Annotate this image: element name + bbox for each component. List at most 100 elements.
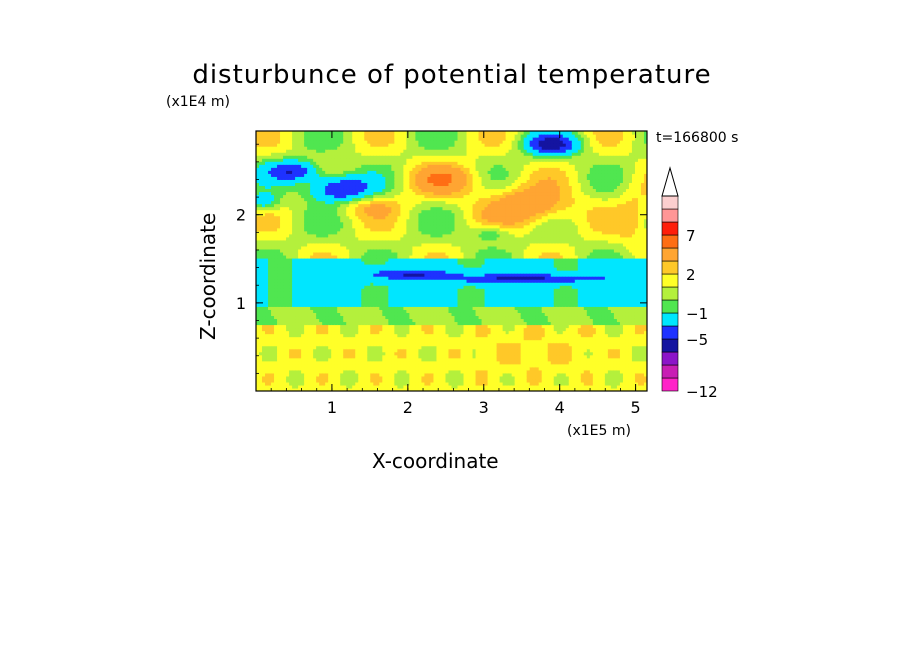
heatmap-cell bbox=[256, 152, 260, 156]
heatmap-cell bbox=[316, 366, 320, 371]
heatmap-cell bbox=[331, 318, 335, 323]
heatmap-cell bbox=[283, 224, 287, 229]
heatmap-cell bbox=[328, 245, 332, 250]
heatmap-cell bbox=[340, 137, 344, 141]
heatmap-cell bbox=[286, 137, 290, 141]
heatmap-cell bbox=[373, 333, 377, 338]
heatmap-cell bbox=[337, 182, 341, 187]
heatmap-cell bbox=[421, 264, 426, 268]
heatmap-cell bbox=[334, 194, 338, 199]
heatmap-cell bbox=[337, 318, 341, 323]
heatmap-cell bbox=[292, 158, 296, 162]
heatmap-cell bbox=[370, 158, 374, 162]
heatmap-cell bbox=[286, 357, 290, 362]
heatmap-cell bbox=[409, 336, 413, 341]
heatmap-cell bbox=[391, 384, 395, 389]
heatmap-cell bbox=[310, 378, 314, 383]
heatmap-cell bbox=[418, 227, 423, 232]
heatmap-cell bbox=[370, 221, 374, 226]
heatmap-cell bbox=[328, 140, 332, 144]
heatmap-cell bbox=[298, 191, 302, 196]
heatmap-cell bbox=[355, 176, 359, 180]
heatmap-cell bbox=[316, 264, 320, 268]
heatmap-cell bbox=[412, 336, 417, 341]
heatmap-cell bbox=[286, 140, 290, 144]
heatmap-cell bbox=[277, 297, 281, 301]
heatmap-cell bbox=[307, 134, 311, 138]
heatmap-cell bbox=[265, 218, 269, 223]
heatmap-cell bbox=[304, 152, 308, 156]
heatmap-cell bbox=[349, 140, 353, 144]
heatmap-cell bbox=[262, 236, 266, 241]
heatmap-cell bbox=[397, 164, 401, 168]
heatmap-cell bbox=[334, 378, 338, 383]
heatmap-cell bbox=[298, 282, 302, 286]
heatmap-cell bbox=[346, 155, 350, 159]
heatmap-cell bbox=[256, 324, 260, 329]
heatmap-cell bbox=[418, 257, 423, 262]
heatmap-cell bbox=[301, 179, 305, 183]
heatmap-cell bbox=[376, 354, 380, 359]
heatmap-cell bbox=[268, 209, 272, 214]
heatmap-cell bbox=[415, 170, 420, 174]
heatmap-cell bbox=[427, 173, 432, 177]
heatmap-cell bbox=[427, 330, 432, 335]
heatmap-cell bbox=[280, 215, 284, 220]
heatmap-cell bbox=[370, 270, 374, 274]
heatmap-cell bbox=[310, 242, 314, 247]
heatmap-cell bbox=[367, 143, 371, 147]
heatmap-cell bbox=[310, 294, 314, 298]
heatmap-cell bbox=[337, 369, 341, 374]
heatmap-cell bbox=[391, 282, 395, 286]
heatmap-cell bbox=[262, 221, 266, 226]
heatmap-cell bbox=[280, 276, 284, 280]
heatmap-cell bbox=[274, 251, 278, 256]
heatmap-cell bbox=[397, 176, 401, 180]
heatmap-cell bbox=[322, 164, 326, 168]
heatmap-cell bbox=[346, 134, 350, 138]
heatmap-cell bbox=[328, 345, 332, 350]
heatmap-cell bbox=[424, 137, 429, 141]
heatmap-cell bbox=[274, 230, 278, 235]
heatmap-cell bbox=[427, 197, 432, 202]
heatmap-cell bbox=[301, 188, 305, 193]
heatmap-cell bbox=[370, 369, 374, 374]
heatmap-cell bbox=[394, 384, 398, 389]
heatmap-cell bbox=[322, 342, 326, 347]
heatmap-cell bbox=[289, 143, 293, 147]
heatmap-cell bbox=[310, 230, 314, 235]
heatmap-cell bbox=[283, 303, 287, 307]
heatmap-cell bbox=[259, 221, 263, 226]
heatmap-cell bbox=[418, 134, 423, 138]
heatmap-cell bbox=[277, 339, 281, 344]
heatmap-cell bbox=[349, 221, 353, 226]
heatmap-cell bbox=[322, 242, 326, 247]
heatmap-cell bbox=[310, 251, 314, 256]
heatmap-cell bbox=[304, 203, 308, 208]
heatmap-cell bbox=[328, 212, 332, 217]
heatmap-cell bbox=[358, 203, 362, 208]
heatmap-cell bbox=[391, 270, 395, 274]
heatmap-cell bbox=[376, 194, 380, 199]
heatmap-cell bbox=[307, 218, 311, 223]
heatmap-cell bbox=[331, 215, 335, 220]
heatmap-cell bbox=[286, 149, 290, 153]
heatmap-cell bbox=[280, 227, 284, 232]
heatmap-cell bbox=[337, 366, 341, 371]
heatmap-cell bbox=[307, 288, 311, 292]
heatmap-cell bbox=[349, 182, 353, 187]
heatmap-cell bbox=[286, 321, 290, 326]
heatmap-cell bbox=[400, 261, 404, 265]
heatmap-cell bbox=[364, 324, 368, 329]
heatmap-cell bbox=[373, 173, 377, 177]
heatmap-cell bbox=[373, 206, 377, 211]
heatmap-cell bbox=[289, 381, 293, 386]
heatmap-cell bbox=[424, 224, 429, 229]
heatmap-cell bbox=[283, 321, 287, 326]
heatmap-cell bbox=[313, 155, 317, 159]
heatmap-cell bbox=[271, 140, 275, 144]
heatmap-cell bbox=[355, 375, 359, 380]
heatmap-cell bbox=[271, 381, 275, 386]
heatmap-cell bbox=[256, 264, 260, 268]
heatmap-cell bbox=[313, 131, 317, 135]
